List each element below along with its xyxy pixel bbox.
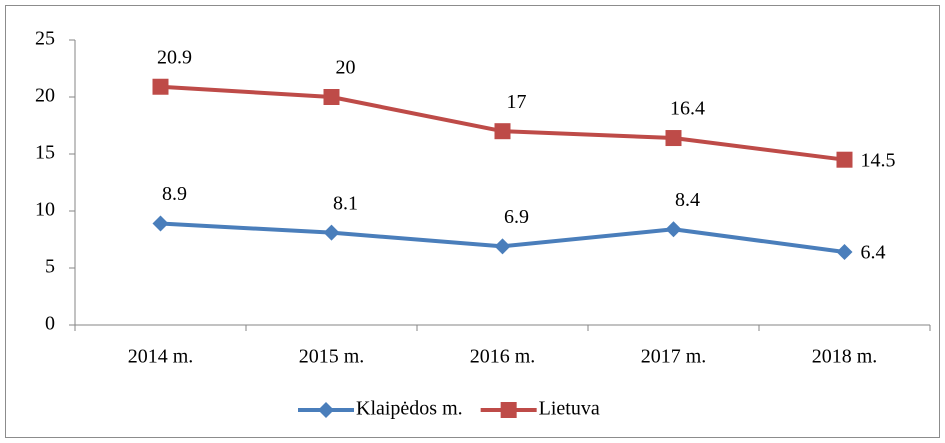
chart-border (5, 5, 940, 438)
data-label: 20 (336, 57, 356, 79)
data-label: 20.9 (157, 46, 192, 68)
data-label: 8.4 (675, 189, 700, 211)
x-tick-label: 2018 m. (812, 346, 878, 368)
data-point (494, 238, 511, 255)
data-label: 8.9 (162, 183, 187, 205)
data-point (836, 151, 853, 168)
legend-label: Lietuva (539, 398, 600, 420)
data-label: 6.4 (861, 242, 886, 264)
legend-marker (318, 402, 334, 418)
legend-label: Klaipėdos m. (356, 398, 463, 420)
y-tick-label: 0 (45, 313, 55, 335)
data-point (152, 215, 169, 232)
data-label: 16.4 (670, 98, 705, 120)
data-label: 8.1 (333, 192, 358, 214)
y-tick-label: 15 (35, 142, 55, 164)
y-tick-label: 25 (35, 28, 55, 50)
x-tick-label: 2014 m. (128, 346, 194, 368)
x-tick-label: 2017 m. (641, 346, 707, 368)
y-tick-label: 5 (45, 256, 55, 278)
data-point (665, 221, 682, 238)
data-label: 6.9 (504, 206, 529, 228)
data-point (494, 123, 511, 140)
data-point (665, 130, 682, 147)
y-tick-label: 20 (35, 85, 55, 107)
legend-marker (500, 402, 517, 418)
data-point (323, 89, 340, 105)
data-point (836, 244, 853, 261)
x-tick-label: 2016 m. (470, 346, 536, 368)
data-point (152, 78, 169, 95)
data-point (323, 224, 340, 241)
data-label: 14.5 (861, 149, 896, 171)
y-tick-label: 10 (35, 199, 55, 221)
x-tick-label: 2015 m. (299, 346, 365, 368)
data-label: 17 (507, 91, 527, 113)
